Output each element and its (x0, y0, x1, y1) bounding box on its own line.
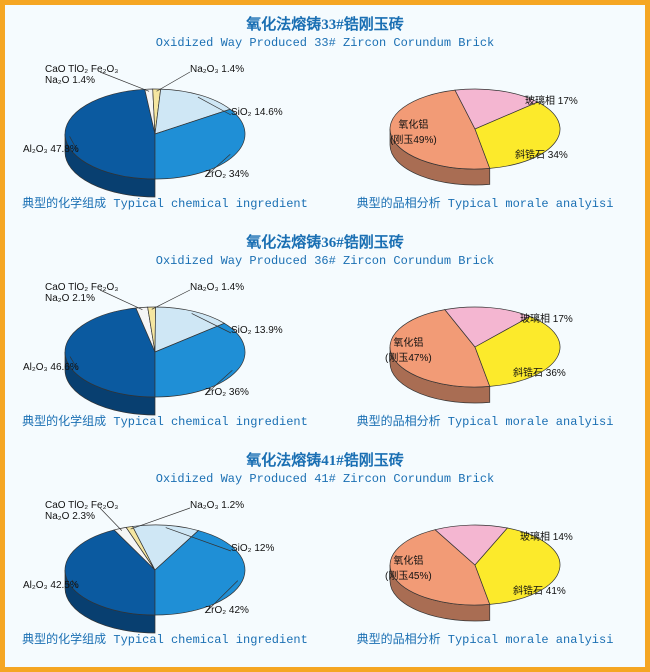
left-slice-label-1: CaO TlO₂ Fe₂O₃Na₂O 1.4% (45, 64, 118, 86)
right-chart-footer: 典型的品相分析 Typical morale analyisi (335, 412, 635, 429)
left-chart: Al₂O₃ 47.8% CaO TlO₂ Fe₂O₃Na₂O 1.4% Na₂O₃ … (15, 54, 315, 209)
section-title-en: Oxidized Way Produced 33# Zircon Corundu… (5, 36, 645, 50)
left-slice-label-2: Na₂O₃ 1.4% (190, 64, 244, 75)
left-slice-label-0: Al₂O₃ 47.8% (23, 144, 79, 155)
section-title-cn: 氧化法熔铸33#锆刚玉砖 (5, 13, 645, 34)
right-chart-footer: 典型的品相分析 Typical morale analyisi (335, 194, 635, 211)
section-title-en: Oxidized Way Produced 41# Zircon Corundu… (5, 472, 645, 486)
left-slice-label-3: SiO₂ 14.6% (231, 107, 283, 118)
left-slice-label-2: Na₂O₃ 1.4% (190, 282, 244, 293)
left-chart-footer: 典型的化学组成 Typical chemical ingredient (15, 194, 315, 211)
right-chart-footer: 典型的品相分析 Typical morale analyisi (335, 630, 635, 647)
left-slice-label-0: Al₂O₃ 42.5% (23, 580, 79, 591)
right-slice-label-2: 斜锆石 34% (515, 146, 568, 161)
left-slice-label-4: ZrO₂ 36% (205, 387, 249, 398)
right-slice-label-0: 氧化铝(刚玉45%) (385, 552, 432, 582)
left-slice-label-3: SiO₂ 12% (231, 543, 274, 554)
left-slice-label-0: Al₂O₃ 46.6% (23, 362, 79, 373)
left-slice-label-1: CaO TlO₂ Fe₂O₃Na₂O 2.3% (45, 500, 118, 522)
left-chart: Al₂O₃ 46.6% CaO TlO₂ Fe₂O₃Na₂O 2.1% Na₂O₃ … (15, 272, 315, 427)
left-slice-label-4: ZrO₂ 42% (205, 605, 249, 616)
section-title-cn: 氧化法熔铸41#锆刚玉砖 (5, 449, 645, 470)
right-chart: 氧化铝(刚玉47%) 玻璃相 17% 斜锆石 36% 典型的品相分析 Typical… (335, 272, 635, 427)
section-2: 氧化法熔铸41#锆刚玉砖 Oxidized Way Produced 41# Z… (5, 449, 645, 667)
left-chart: Al₂O₃ 42.5% CaO TlO₂ Fe₂O₃Na₂O 2.3% Na₂O₃ … (15, 490, 315, 645)
left-slice-label-3: SiO₂ 13.9% (231, 325, 283, 336)
section-title-en: Oxidized Way Produced 36# Zircon Corundu… (5, 254, 645, 268)
right-chart: 氧化铝(刚玉49%) 玻璃相 17% 斜锆石 34% 典型的品相分析 Typical… (335, 54, 635, 209)
right-slice-label-0: 氧化铝(刚玉47%) (385, 334, 432, 364)
left-chart-footer: 典型的化学组成 Typical chemical ingredient (15, 630, 315, 647)
right-chart: 氧化铝(刚玉45%) 玻璃相 14% 斜锆石 41% 典型的品相分析 Typical… (335, 490, 635, 645)
section-0: 氧化法熔铸33#锆刚玉砖 Oxidized Way Produced 33# Z… (5, 13, 645, 231)
left-chart-footer: 典型的化学组成 Typical chemical ingredient (15, 412, 315, 429)
right-slice-label-2: 斜锆石 41% (513, 582, 566, 597)
left-slice-label-1: CaO TlO₂ Fe₂O₃Na₂O 2.1% (45, 282, 118, 304)
section-title-cn: 氧化法熔铸36#锆刚玉砖 (5, 231, 645, 252)
right-slice-label-2: 斜锆石 36% (513, 364, 566, 379)
left-slice-label-4: ZrO₂ 34% (205, 169, 249, 180)
right-slice-label-0: 氧化铝(刚玉49%) (390, 116, 437, 146)
right-slice-label-1: 玻璃相 17% (520, 310, 573, 325)
left-slice-label-2: Na₂O₃ 1.2% (190, 500, 244, 511)
right-slice-label-1: 玻璃相 14% (520, 528, 573, 543)
section-1: 氧化法熔铸36#锆刚玉砖 Oxidized Way Produced 36# Z… (5, 231, 645, 449)
right-slice-label-1: 玻璃相 17% (525, 92, 578, 107)
